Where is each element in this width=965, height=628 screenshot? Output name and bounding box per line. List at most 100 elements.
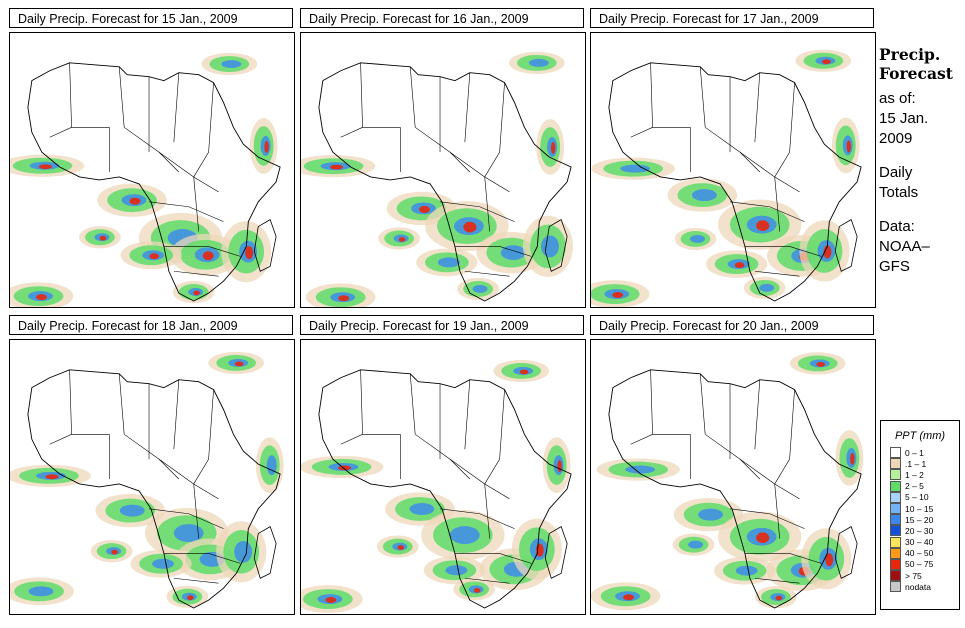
legend-swatch [890,558,901,570]
legend-label: 2 – 5 [905,481,924,492]
country-border [630,434,653,445]
country-border [409,66,416,128]
precip-area [38,164,53,170]
legend-item: nodata [890,581,959,593]
country-border [774,389,795,485]
legend-item: > 75 [890,570,959,582]
precip-area [698,508,723,521]
precip-area [775,595,783,601]
side-title-2: Forecast [879,64,953,83]
precip-area [822,59,831,65]
precip-area [397,545,405,550]
precip-area [28,586,54,597]
country-border [744,246,822,257]
precip-map [9,32,295,308]
precip-area [759,283,775,292]
panel-title: Daily Precip. Forecast for 19 Jan., 2009 [300,315,584,335]
country-border [439,201,515,222]
totals-label-2: Totals [879,184,919,201]
country-border [124,434,180,480]
precip-area [419,205,430,213]
precip-area [129,197,141,205]
country-border [439,508,515,529]
forecast-panel-17-jan: Daily Precip. Forecast for 17 Jan., 2009 [590,8,876,308]
legend-item: 5 – 10 [890,491,959,503]
precip-map [300,339,586,615]
precip-area [119,504,145,517]
precip-area [519,369,529,375]
precip-area [625,465,656,474]
country-border [454,246,532,257]
country-border [173,577,219,584]
country-border [739,458,800,500]
country-border [650,369,691,435]
data-label: Data: [879,218,915,235]
country-border [484,389,505,485]
madagascar-outline [544,219,568,272]
country-border [464,577,510,584]
legend-label: 10 – 15 [905,503,934,514]
legend-label: > 75 [905,570,922,581]
precip-area [691,189,717,202]
legend-swatch [890,480,901,492]
precip-area [620,164,651,173]
country-border [415,434,471,480]
coastline [318,369,572,609]
africa-map [301,51,574,307]
country-border [739,151,800,193]
country-border [774,176,780,232]
africa-map [10,351,284,609]
madagascar-outline [544,526,568,579]
legend-item: .1 – 1 [890,458,959,470]
country-border [158,151,219,193]
legend-label: 0 – 1 [905,447,924,458]
country-border [464,379,471,450]
country-border [754,577,800,584]
legend-label: 1 – 2 [905,469,924,480]
precip-area [550,142,556,154]
africa-map [10,52,281,307]
legend-swatch [890,581,901,593]
legend-label: 40 – 50 [905,548,934,559]
coastline [608,369,862,609]
legend-label: 30 – 40 [905,537,934,548]
country-border [705,127,761,173]
panel-title: Daily Precip. Forecast for 16 Jan., 2009 [300,8,584,28]
coastline [27,62,281,302]
precip-area [473,588,481,593]
legend-swatch [890,503,901,515]
country-border [774,82,795,178]
country-border [193,176,199,232]
country-border [630,127,653,138]
legend-item: 1 – 2 [890,469,959,481]
precip-area [437,257,460,268]
country-border [340,434,363,445]
country-border [464,72,471,143]
africa-map [591,49,862,307]
country-border [193,389,214,485]
precip-area [325,597,337,604]
precip-area [825,553,834,567]
country-border [118,66,125,128]
precip-area [221,60,242,69]
legend-item: 20 – 30 [890,525,959,537]
legend-swatch [890,570,901,582]
legend-swatch [890,447,901,459]
madagascar-outline [253,526,277,579]
country-border [163,246,241,257]
panel-title: Daily Precip. Forecast for 15 Jan., 2009 [9,8,293,28]
forecast-panel-20-jan: Daily Precip. Forecast for 20 Jan., 2009 [590,315,876,615]
precip-area [338,295,350,302]
precip-map [590,32,876,308]
legend-title: PPT (mm) [894,430,946,442]
madagascar-outline [834,526,858,579]
country-border [484,176,490,232]
legend-item: 10 – 15 [890,503,959,515]
precip-area [36,294,47,301]
legend-item: 40 – 50 [890,547,959,559]
precip-area [99,235,107,241]
panel-title: Daily Precip. Forecast for 18 Jan., 2009 [9,315,293,335]
country-border [449,151,510,193]
country-border [148,508,224,529]
